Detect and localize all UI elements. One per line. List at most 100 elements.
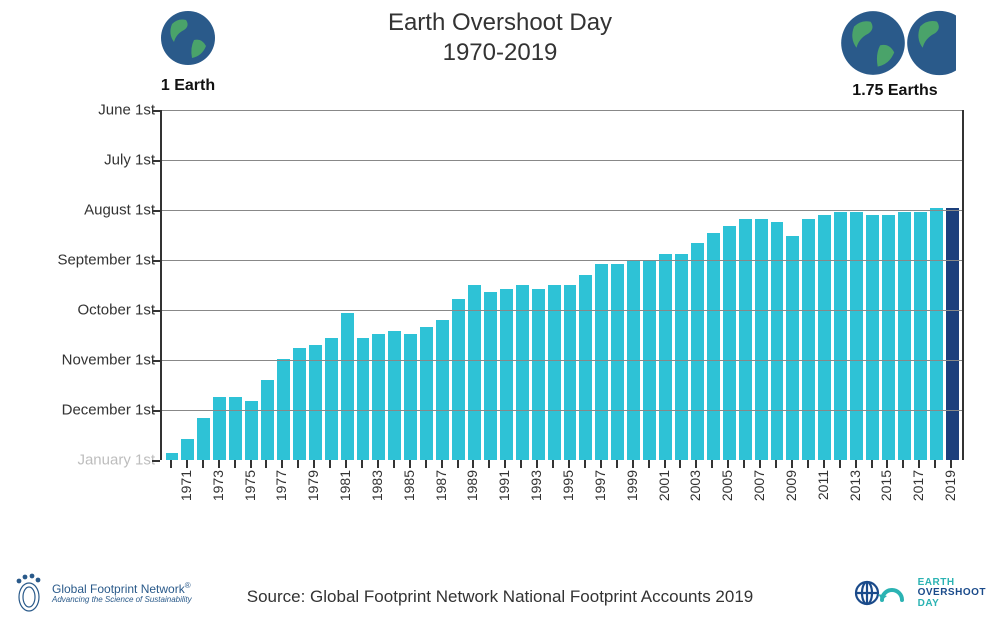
x-tick — [472, 460, 474, 468]
x-tick — [775, 460, 777, 468]
overshoot-day-logo: EARTH OVERSHOOT DAY — [854, 578, 986, 610]
chart-area: 1971197319751977197919811983198519871989… — [40, 110, 980, 500]
bar — [691, 243, 704, 460]
x-tick — [695, 460, 697, 468]
earth-icon — [160, 10, 216, 66]
x-tick — [664, 460, 666, 468]
x-tick — [918, 460, 920, 468]
x-tick — [934, 460, 936, 468]
earth-right-group: 1.75 Earths — [840, 10, 1000, 100]
x-tick — [950, 460, 952, 468]
bar — [564, 285, 577, 460]
x-axis-label: 1991 — [496, 470, 512, 501]
x-axis-label: 1995 — [560, 470, 576, 501]
earth-icon — [840, 10, 906, 76]
x-tick — [632, 460, 634, 468]
x-tick — [457, 460, 459, 468]
x-axis-label: 2011 — [815, 470, 831, 500]
bar — [213, 397, 226, 460]
y-tick — [152, 110, 160, 112]
x-axis-label: 2003 — [687, 470, 703, 501]
bar — [372, 334, 385, 460]
x-axis-label: 1983 — [369, 470, 385, 501]
x-tick — [711, 460, 713, 468]
bar — [898, 212, 911, 461]
bar — [755, 219, 768, 461]
x-tick — [600, 460, 602, 468]
x-axis-label: 2015 — [878, 470, 894, 501]
x-tick — [616, 460, 618, 468]
x-axis-label: 2007 — [751, 470, 767, 501]
bar — [532, 289, 545, 461]
x-tick — [679, 460, 681, 468]
x-tick — [250, 460, 252, 468]
bar — [739, 219, 752, 461]
bar — [261, 380, 274, 461]
gridline — [162, 260, 962, 261]
x-tick — [823, 460, 825, 468]
bar — [325, 338, 338, 461]
y-axis-label: January 1st — [45, 452, 155, 469]
x-tick — [265, 460, 267, 468]
earth-right-label: 1.75 Earths — [840, 82, 950, 100]
bar — [436, 320, 449, 460]
x-tick — [743, 460, 745, 468]
logo-left-text: Global Footprint Network® Advancing the … — [52, 582, 192, 605]
footprint-icon — [12, 571, 46, 615]
bar — [595, 264, 608, 460]
x-tick — [329, 460, 331, 468]
bar — [548, 285, 561, 460]
x-tick — [855, 460, 857, 468]
earth-left-group: 1 Earth — [160, 10, 216, 95]
x-axis-label: 1975 — [242, 470, 258, 501]
bar — [930, 208, 943, 460]
bar — [659, 254, 672, 461]
bar — [579, 275, 592, 461]
bar — [181, 439, 194, 460]
x-tick — [552, 460, 554, 468]
bar — [818, 215, 831, 460]
bar — [166, 453, 179, 460]
y-axis-label: October 1st — [45, 301, 155, 318]
x-axis-label: 1981 — [337, 470, 353, 501]
bar — [771, 222, 784, 460]
x-tick — [727, 460, 729, 468]
bar — [404, 334, 417, 460]
x-axis-label: 1993 — [528, 470, 544, 501]
x-axis-label: 2009 — [783, 470, 799, 501]
y-tick — [152, 160, 160, 162]
gridline — [162, 410, 962, 411]
bar — [500, 289, 513, 461]
x-tick — [568, 460, 570, 468]
gridline — [162, 310, 962, 311]
earth-left-label: 1 Earth — [160, 77, 216, 95]
x-tick — [871, 460, 873, 468]
bar — [468, 285, 481, 460]
x-axis-label: 2013 — [847, 470, 863, 501]
y-axis-label: September 1st — [45, 252, 155, 269]
bar — [882, 215, 895, 460]
x-tick — [234, 460, 236, 468]
bar — [946, 208, 959, 460]
logo-right-l2: OVERSHOOT — [918, 588, 986, 599]
plot-area — [160, 110, 964, 460]
x-tick — [297, 460, 299, 468]
x-tick — [345, 460, 347, 468]
logo-left-name: Global Footprint Network — [52, 582, 185, 596]
y-tick — [152, 210, 160, 212]
bar — [293, 348, 306, 460]
x-axis-label: 1977 — [273, 470, 289, 501]
overshoot-icon — [854, 578, 910, 608]
x-tick — [202, 460, 204, 468]
bar — [516, 285, 529, 460]
bar — [484, 292, 497, 460]
gridline — [162, 110, 962, 111]
x-tick — [377, 460, 379, 468]
x-tick — [425, 460, 427, 468]
y-tick — [152, 410, 160, 412]
x-tick — [186, 460, 188, 468]
x-axis-label: 1987 — [433, 470, 449, 501]
logo-left-sub: Advancing the Science of Sustainability — [52, 596, 192, 605]
bar — [341, 313, 354, 460]
x-axis-label: 1979 — [305, 470, 321, 501]
